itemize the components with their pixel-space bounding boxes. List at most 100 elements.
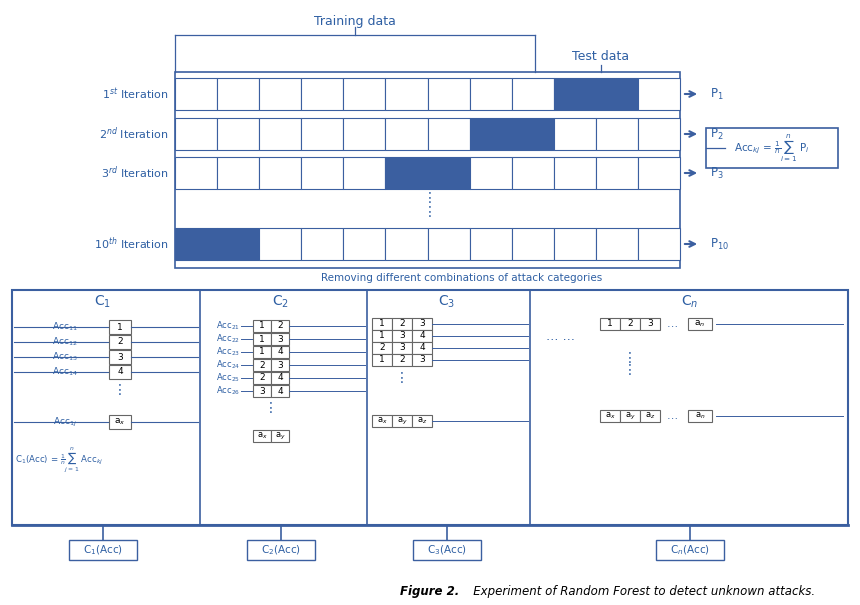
Text: 2: 2 [399,319,405,329]
Text: a$_n$: a$_n$ [695,411,705,421]
Text: 1: 1 [379,332,385,341]
Bar [706,128,838,168]
Bar [175,72,680,268]
Text: 4: 4 [419,344,425,353]
Text: Acc$_{1j}$: Acc$_{1j}$ [53,416,77,428]
Bar [688,318,712,330]
Text: a$_x$: a$_x$ [114,417,126,427]
Text: 3: 3 [399,332,405,341]
Text: a$_y$: a$_y$ [624,410,636,422]
Bar [271,359,289,371]
Bar [271,430,289,442]
Bar [412,342,432,354]
Text: 4: 4 [277,373,283,382]
Text: 1: 1 [379,356,385,364]
Text: 3: 3 [399,344,405,353]
Text: a$_y$: a$_y$ [396,416,408,427]
Text: Acc$_{21}$: Acc$_{21}$ [216,320,240,332]
Bar [554,228,596,260]
Text: a$_y$: a$_y$ [274,430,286,442]
Bar [247,540,315,560]
Text: a$_z$: a$_z$ [645,411,655,421]
Bar [638,118,680,150]
Bar [512,118,554,150]
Text: 2: 2 [399,356,405,364]
Text: 1: 1 [259,335,265,344]
Bar [217,118,259,150]
Text: 3: 3 [419,319,425,329]
Text: Acc$_{26}$: Acc$_{26}$ [216,385,240,397]
Bar [271,346,289,358]
Bar [175,157,217,189]
Text: P$_{10}$: P$_{10}$ [710,237,729,252]
Bar [427,157,470,189]
Bar [392,342,412,354]
Text: Acc$_{kj}$ = $\frac{1}{n}$$\sum_{i=1}^{n}$ P$_i$: Acc$_{kj}$ = $\frac{1}{n}$$\sum_{i=1}^{n… [734,132,810,164]
Text: ⋮: ⋮ [423,205,437,219]
Bar [413,540,481,560]
Bar [301,78,343,110]
Bar [554,118,596,150]
Text: C$_1$(Acc) = $\frac{1}{n}$$\sum_{j=1}^{n}$ Acc$_{kj}$: C$_1$(Acc) = $\frac{1}{n}$$\sum_{j=1}^{n… [15,445,103,474]
Text: 4: 4 [419,332,425,341]
Text: C$_3$: C$_3$ [439,294,456,310]
Text: Acc$_{22}$: Acc$_{22}$ [216,333,240,345]
Bar [259,78,301,110]
Bar [217,157,259,189]
Bar [372,354,392,366]
Text: …: … [666,411,678,421]
Bar [412,415,432,427]
Bar [385,78,427,110]
Bar [600,410,620,422]
Bar [259,118,301,150]
Bar [372,318,392,330]
Bar [253,346,271,358]
Text: ⋮: ⋮ [395,371,409,385]
Bar [271,320,289,332]
Bar [596,228,638,260]
Text: a$_x$: a$_x$ [605,411,616,421]
Text: Acc$_{14}$: Acc$_{14}$ [52,366,78,378]
Bar [427,78,470,110]
Bar [109,335,131,349]
Bar [253,320,271,332]
Bar [620,410,640,422]
Text: 1: 1 [379,319,385,329]
Text: ⋮: ⋮ [113,383,127,397]
Text: C$_3$(Acc): C$_3$(Acc) [427,543,467,557]
Bar [412,330,432,342]
Text: P$_2$: P$_2$ [710,126,723,142]
Text: 1$^{st}$ Iteration: 1$^{st}$ Iteration [101,86,168,102]
Bar [253,372,271,384]
Bar [271,372,289,384]
Bar [175,228,217,260]
Bar [392,354,412,366]
Text: 3: 3 [647,319,653,329]
Bar [253,430,271,442]
Text: 1: 1 [259,347,265,356]
Bar [259,228,301,260]
Text: 3: 3 [277,361,283,370]
Bar [596,78,638,110]
Text: C$_2$(Acc): C$_2$(Acc) [261,543,301,557]
Text: Training data: Training data [314,16,396,28]
Bar [512,78,554,110]
Text: Acc$_{25}$: Acc$_{25}$ [216,371,240,384]
Bar [253,385,271,397]
Bar [512,228,554,260]
Bar [470,228,512,260]
Text: …: … [666,319,678,329]
Bar [512,157,554,189]
Bar [217,78,259,110]
Bar [217,228,259,260]
Bar [12,290,848,525]
Bar [109,365,131,379]
Text: 2$^{nd}$ Iteration: 2$^{nd}$ Iteration [99,126,168,142]
Bar [343,78,385,110]
Bar [600,318,620,330]
Text: C$_2$: C$_2$ [273,294,290,310]
Bar [427,228,470,260]
Bar [109,350,131,364]
Text: 3$^{rd}$ Iteration: 3$^{rd}$ Iteration [101,165,168,181]
Bar [385,118,427,150]
